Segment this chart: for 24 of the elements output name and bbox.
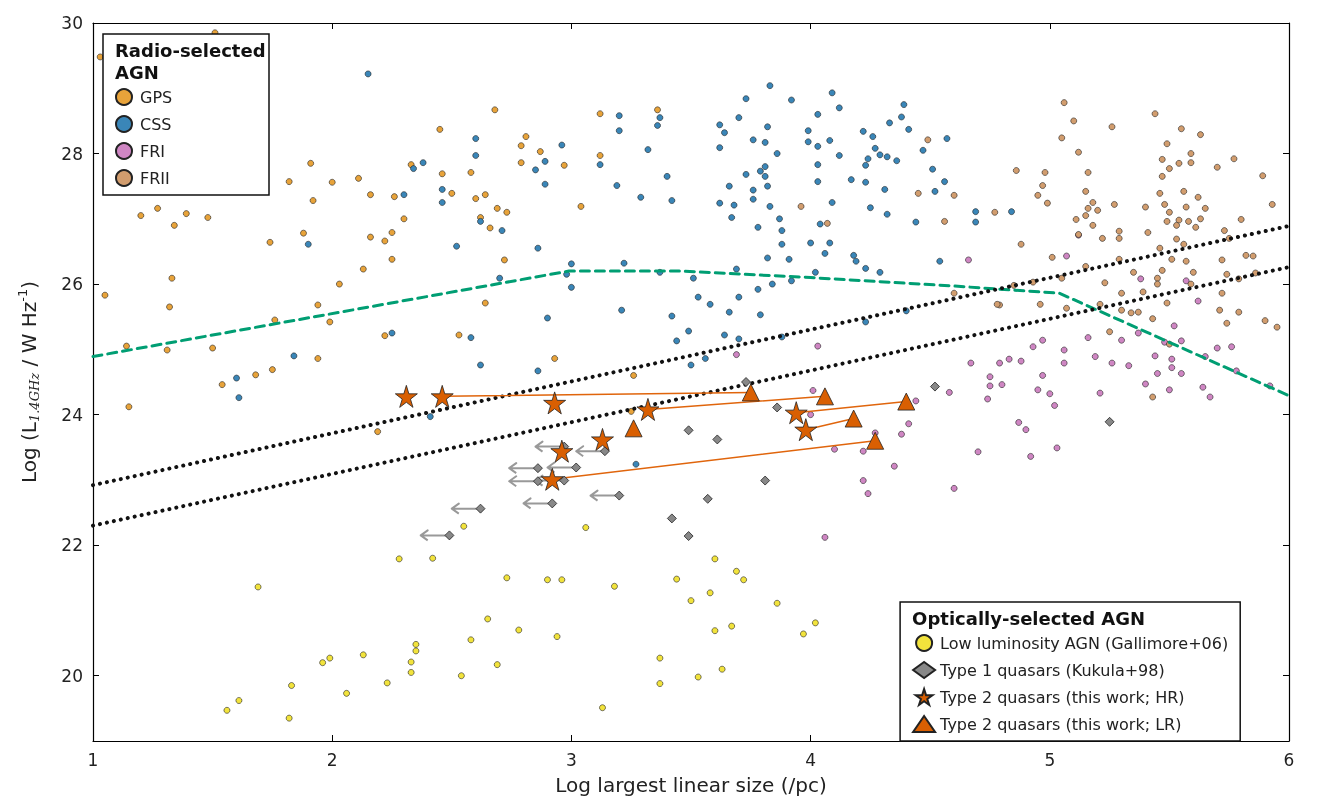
x-tick-label: 6 [1283, 749, 1295, 770]
y-axis-title: Log (L1.4GHz / W Hz-1) [15, 280, 42, 484]
x-tick-label: 5 [1044, 749, 1056, 770]
legend-label: FRII [140, 168, 170, 188]
legend-label: Type 2 quasars (this work; HR) [939, 687, 1185, 707]
x-tick-label: 3 [565, 749, 577, 770]
legend-label: Low luminosity AGN (Gallimore+06) [940, 633, 1229, 653]
y-tick-label: 24 [61, 404, 83, 425]
x-tick-label: 4 [805, 749, 817, 770]
x-axis-title: Log largest linear size (/pc) [555, 773, 827, 797]
legend-label: GPS [140, 87, 173, 107]
legend-label: Type 2 quasars (this work; LR) [939, 714, 1182, 734]
legend-label: FRI [140, 141, 166, 161]
y-tick-label: 28 [61, 143, 83, 164]
x-tick-label: 1 [87, 749, 99, 770]
legend-label: Type 1 quasars (Kukula+98) [939, 660, 1165, 680]
y-tick-label: 30 [61, 13, 83, 33]
x-tick-label: 2 [326, 749, 338, 770]
y-tick-label: 26 [61, 274, 83, 295]
text: Optically-selected AGN [912, 607, 1146, 629]
y-tick-label: 22 [61, 535, 83, 556]
text: Radio-selected AGN [115, 39, 266, 83]
legend-label: CSS [140, 114, 172, 134]
y-tick-label: 20 [61, 665, 83, 686]
